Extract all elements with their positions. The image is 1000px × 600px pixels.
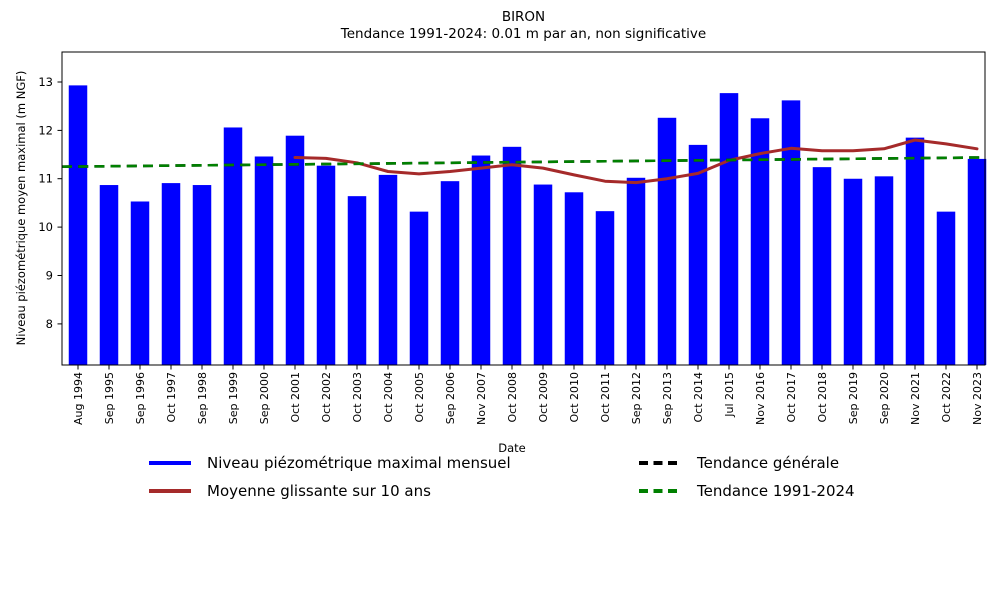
- chart-title: BIRON: [501, 9, 546, 25]
- x-tick-label: Sep 2012: [630, 372, 643, 424]
- chart-plot: 8 9 10 11 12 13 Aug 1994 Sep 1995 Sep 1996 Oct 19…: [14, 51, 987, 425]
- chart-subtitle: Tendance 1991-2024: 0.01 m par an, non s…: [340, 26, 707, 42]
- x-tick-label: Oct 2017: [785, 372, 798, 423]
- x-tick-label: Oct 2001: [289, 372, 302, 423]
- bar: [967, 158, 987, 365]
- x-tick-label: Sep 1996: [134, 372, 147, 424]
- x-axis-label: Date: [498, 441, 526, 455]
- bar: [905, 137, 925, 365]
- legend-line-swatch: [149, 489, 191, 493]
- legend-dashed-line-swatch: [639, 461, 681, 465]
- bar: [440, 181, 460, 365]
- bar: [843, 178, 863, 365]
- bar: [192, 185, 212, 365]
- bar: [316, 165, 336, 365]
- legend-label: Niveau piézométrique maximal mensuel: [207, 454, 511, 472]
- bar: [502, 146, 522, 365]
- legend-label: Tendance 1991-2024: [697, 482, 855, 500]
- legend-item: Moyenne glissante sur 10 ans: [148, 477, 511, 505]
- x-tick-label: Oct 2022: [940, 372, 953, 423]
- y-axis-label: Niveau piézométrique moyen maximal (m NG…: [14, 71, 28, 346]
- x-tick-label: Oct 2014: [692, 372, 705, 423]
- legend-item: Tendance 1991-2024: [638, 477, 855, 505]
- x-tick-label: Aug 1994: [72, 372, 85, 425]
- x-tick-label: Oct 2009: [537, 372, 550, 423]
- bar: [68, 85, 88, 365]
- bar: [564, 192, 584, 365]
- bar: [781, 100, 801, 365]
- bar: [409, 211, 429, 365]
- x-tick-label: Sep 1999: [227, 372, 240, 424]
- plot-border: [61, 51, 986, 366]
- legend-column-left: Niveau piézométrique maximal mensuel Moye…: [148, 449, 511, 505]
- bar: [130, 201, 150, 365]
- x-tick-label: Oct 2005: [413, 372, 426, 423]
- y-tick-label: 8: [46, 317, 53, 331]
- x-tick-label: Nov 2016: [754, 372, 767, 425]
- x-tick-label: Sep 2000: [258, 372, 271, 424]
- x-tick-label: Sep 2020: [878, 372, 891, 424]
- bar: [533, 184, 553, 365]
- x-tick-label: Oct 2002: [320, 372, 333, 423]
- x-tick-label: Oct 2004: [382, 372, 395, 423]
- bar: [936, 211, 956, 365]
- y-tick-label: 13: [38, 75, 53, 89]
- x-tick-label: Oct 2003: [351, 372, 364, 423]
- legend: Niveau piézométrique maximal mensuel Moye…: [0, 449, 1000, 509]
- bar: [378, 174, 398, 365]
- legend-item: Tendance générale: [638, 449, 855, 477]
- y-tick-label: 12: [38, 123, 53, 137]
- x-tick-label: Jul 2015: [723, 372, 736, 418]
- bar: [99, 185, 119, 365]
- bar: [161, 183, 181, 365]
- x-tick-label: Sep 2006: [444, 372, 457, 424]
- legend-label: Tendance générale: [697, 454, 840, 472]
- bar: [595, 211, 615, 365]
- x-tick-label: Oct 2011: [599, 372, 612, 423]
- y-tick-label: 10: [38, 220, 53, 234]
- x-tick-label: Nov 2007: [475, 372, 488, 425]
- legend-label: Moyenne glissante sur 10 ans: [207, 482, 431, 500]
- bar: [750, 118, 770, 365]
- x-tick-label: Oct 1997: [165, 372, 178, 423]
- x-tick-label: Sep 2019: [847, 372, 860, 424]
- x-tick-label: Sep 2013: [661, 372, 674, 424]
- x-tick-label: Sep 1995: [103, 372, 116, 424]
- legend-line-swatch: [149, 461, 191, 465]
- bar: [285, 135, 305, 365]
- x-tick-label: Oct 2008: [506, 372, 519, 423]
- legend-column-right: Tendance générale Tendance 1991-2024: [638, 449, 855, 505]
- x-tick-label: Sep 1998: [196, 372, 209, 424]
- bar: [626, 177, 646, 365]
- x-tick-label: Nov 2023: [971, 372, 984, 425]
- x-tick-label: Oct 2018: [816, 372, 829, 423]
- legend-item: Niveau piézométrique maximal mensuel: [148, 449, 511, 477]
- x-tick-label: Oct 2010: [568, 372, 581, 423]
- bar: [471, 155, 491, 365]
- y-tick-label: 11: [38, 172, 53, 186]
- x-tick-label: Nov 2021: [909, 372, 922, 425]
- legend-dashed-line-swatch: [639, 489, 681, 493]
- moving-average-line: [293, 138, 979, 185]
- trend-line-1991-2024: [61, 156, 981, 168]
- bar: [688, 144, 708, 365]
- bar: [719, 93, 739, 366]
- bar: [347, 196, 367, 365]
- y-tick-label: 9: [46, 269, 53, 283]
- bar: [874, 176, 894, 365]
- bar: [657, 117, 677, 365]
- bar: [223, 127, 243, 365]
- bar: [812, 167, 832, 365]
- bar: [254, 156, 274, 365]
